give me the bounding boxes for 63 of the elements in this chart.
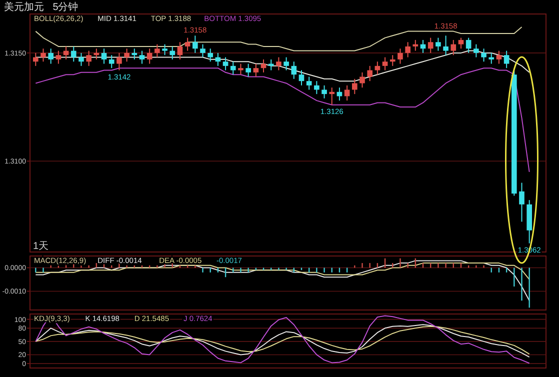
candlestick — [253, 63, 259, 78]
candlestick — [276, 56, 282, 71]
candlestick — [367, 65, 373, 82]
line-series — [35, 262, 530, 280]
candlestick — [56, 50, 62, 64]
candlestick — [458, 37, 464, 50]
candlestick — [238, 63, 244, 76]
candlestick — [70, 46, 76, 62]
candlestick — [436, 37, 441, 52]
candlestick — [344, 84, 350, 102]
candlestick — [162, 44, 168, 56]
candlestick — [374, 61, 380, 76]
candlestick — [268, 58, 274, 71]
candlestick — [488, 52, 494, 64]
candlestick — [298, 70, 304, 86]
candlestick — [230, 61, 236, 76]
candlestick — [329, 87, 335, 106]
candlestick — [398, 48, 403, 64]
candlestick — [184, 37, 190, 52]
candlestick — [504, 50, 510, 69]
candlestick — [192, 35, 198, 54]
candlestick — [306, 76, 312, 90]
candlestick — [352, 78, 358, 95]
candlestick — [466, 37, 472, 54]
candlestick — [382, 56, 388, 71]
candlestick — [322, 84, 327, 99]
candlestick — [443, 35, 448, 56]
candlestick — [132, 48, 138, 60]
candlestick — [154, 44, 160, 58]
candlestick — [474, 44, 479, 58]
candlestick — [200, 44, 206, 58]
candlestick — [284, 56, 289, 71]
chart-subtitle: 5分钟 — [52, 1, 78, 13]
candlestick — [33, 52, 38, 66]
candlestick — [314, 80, 320, 95]
candlestick — [139, 50, 145, 64]
candlestick — [405, 42, 410, 58]
candlestick — [146, 48, 152, 64]
candlestick — [170, 46, 176, 60]
candlestick — [222, 56, 228, 71]
candlestick — [246, 63, 251, 78]
candlestick — [496, 50, 502, 64]
candlestick — [291, 61, 297, 80]
candlestick — [101, 48, 107, 64]
candlestick — [481, 48, 486, 62]
candlestick — [390, 54, 396, 66]
chart-title: 美元加元 — [4, 1, 44, 13]
line-series — [35, 68, 530, 172]
line-series — [35, 314, 530, 364]
candlestick — [48, 48, 54, 64]
candlestick — [40, 48, 46, 62]
candlestick — [78, 52, 84, 66]
annotation: 1天 — [33, 241, 49, 252]
candlestick — [208, 48, 214, 62]
candlestick — [428, 37, 434, 54]
candlestick — [124, 48, 130, 62]
candlestick — [86, 50, 92, 66]
candlestick — [108, 54, 114, 69]
candlestick — [177, 42, 183, 60]
candlestick — [116, 52, 122, 71]
candlestick — [450, 39, 456, 56]
candlestick — [360, 72, 365, 88]
candlestick — [519, 182, 524, 222]
